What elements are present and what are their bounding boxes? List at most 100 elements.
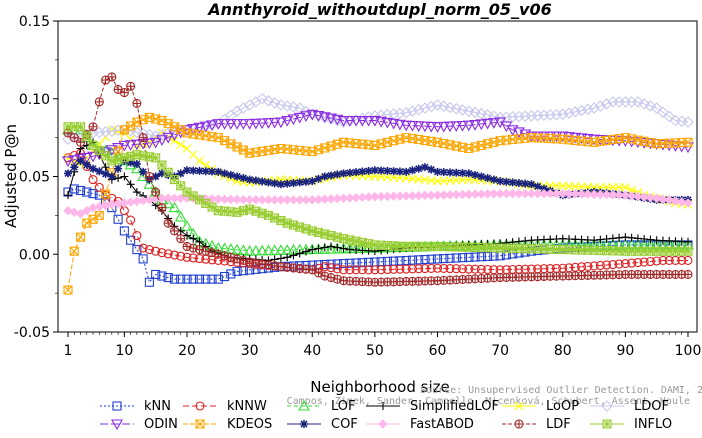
legend-item-loop: LoOP <box>502 399 579 414</box>
data-point-cof <box>508 178 517 187</box>
data-point-knnw <box>652 256 662 266</box>
data-point-odin <box>406 120 419 132</box>
data-point-cof <box>320 172 329 181</box>
data-point-knnw <box>357 265 367 275</box>
data-point-knnw <box>169 250 180 260</box>
data-point-knnw <box>470 264 480 274</box>
data-point-odin <box>249 118 262 130</box>
data-point-simplifiedlof <box>596 235 605 244</box>
data-point-fastabod <box>213 194 224 204</box>
data-point-fastabod <box>507 188 518 199</box>
data-point-inflo <box>107 156 117 166</box>
data-point-knnw <box>395 264 405 274</box>
data-point-knn <box>176 274 186 284</box>
data-point-cof <box>408 166 417 175</box>
data-point-cof <box>345 168 354 177</box>
data-point-fastabod <box>601 189 612 200</box>
data-point-odin <box>130 139 143 151</box>
data-point-fastabod <box>658 194 668 204</box>
data-point-lof <box>325 242 337 254</box>
credit-line-2: Campos, Zimek, Sander, Campello, Micenko… <box>287 395 690 407</box>
data-point-cof <box>539 184 548 193</box>
data-point-ldof <box>644 100 657 112</box>
data-point-cof <box>370 166 379 175</box>
data-point-loop <box>614 182 624 192</box>
data-point-ldof <box>556 108 569 121</box>
data-point-fastabod <box>163 193 173 203</box>
data-point-knnw <box>464 264 474 274</box>
data-point-knn <box>457 253 468 263</box>
data-point-ldof <box>431 99 444 111</box>
data-point-knnw <box>138 243 148 253</box>
data-point-simplifiedlof <box>615 233 624 242</box>
data-point-odin <box>450 121 463 132</box>
data-point-knn <box>226 269 236 279</box>
data-point-fastabod <box>532 188 543 199</box>
legend-item-inflo: INFLO <box>590 417 672 432</box>
legend-marker-fastabod <box>378 419 388 429</box>
credit-line-1: Source: Unsupervised Outlier Detection. … <box>420 385 702 396</box>
data-point-odin <box>268 117 281 129</box>
data-point-simplifiedlof <box>602 235 611 244</box>
data-point-ldof <box>93 126 106 139</box>
data-point-odin <box>475 119 488 131</box>
data-point-inflo <box>151 153 161 163</box>
data-point-knnw <box>332 264 342 274</box>
data-point-inflo <box>157 160 167 170</box>
data-point-fastabod <box>595 189 606 200</box>
data-point-odin <box>243 119 256 130</box>
data-point-cof <box>101 169 110 178</box>
data-point-odin <box>281 115 294 127</box>
data-point-knnw <box>664 255 674 266</box>
data-point-knn <box>213 274 223 284</box>
data-point-knn <box>351 258 361 268</box>
data-point-odin <box>487 118 500 129</box>
data-point-inflo <box>119 153 129 163</box>
x-axis-label: Neighborhood size <box>310 378 449 396</box>
data-point-fastabod <box>589 189 599 200</box>
data-point-kdeos <box>683 137 693 147</box>
data-point-knn <box>414 255 424 265</box>
data-point-inflo <box>263 210 273 220</box>
data-point-cof <box>107 172 116 181</box>
data-point-cof <box>395 167 404 176</box>
data-point-simplifiedlof <box>327 242 336 251</box>
data-point-simplifiedlof <box>627 233 636 242</box>
data-point-knnw <box>602 260 612 270</box>
legend-item-ldof: LDOF <box>590 399 669 414</box>
data-point-knn <box>232 266 242 276</box>
data-point-fastabod <box>432 190 443 200</box>
data-point-ldof <box>381 108 394 121</box>
legend-marker-cof <box>300 420 308 428</box>
data-point-cof <box>76 156 85 165</box>
data-point-simplifiedlof <box>132 188 141 197</box>
x-tick-label: 90 <box>616 343 634 359</box>
data-point-simplifiedlof <box>590 236 599 245</box>
data-point-inflo <box>238 206 248 216</box>
data-point-simplifiedlof <box>189 234 198 243</box>
data-point-odin <box>199 121 212 133</box>
data-point-inflo <box>276 216 286 226</box>
data-point-knnw <box>151 246 161 256</box>
data-point-cof <box>433 167 442 176</box>
data-point-simplifiedlof <box>308 245 317 254</box>
data-point-odin <box>437 121 450 133</box>
series-ldf <box>63 72 693 287</box>
x-tick-label: 80 <box>554 343 572 359</box>
legend-label-fastabod: FastABOD <box>410 417 474 432</box>
data-point-knnw <box>94 182 104 192</box>
legend-label-ldof: LDOF <box>634 399 669 414</box>
data-point-odin <box>444 121 456 133</box>
data-point-cof <box>126 158 135 167</box>
data-point-knn <box>445 253 455 263</box>
data-point-fastabod <box>276 195 286 205</box>
data-point-odin <box>237 119 250 130</box>
data-point-simplifiedlof <box>195 237 204 246</box>
data-point-ldf <box>683 269 693 280</box>
data-point-cof <box>157 169 166 178</box>
data-point-simplifiedlof <box>301 247 310 256</box>
data-point-knnw <box>451 264 461 274</box>
x-tick-label: 50 <box>366 343 384 359</box>
data-point-knnw <box>639 257 649 267</box>
data-point-ldof <box>594 100 607 112</box>
